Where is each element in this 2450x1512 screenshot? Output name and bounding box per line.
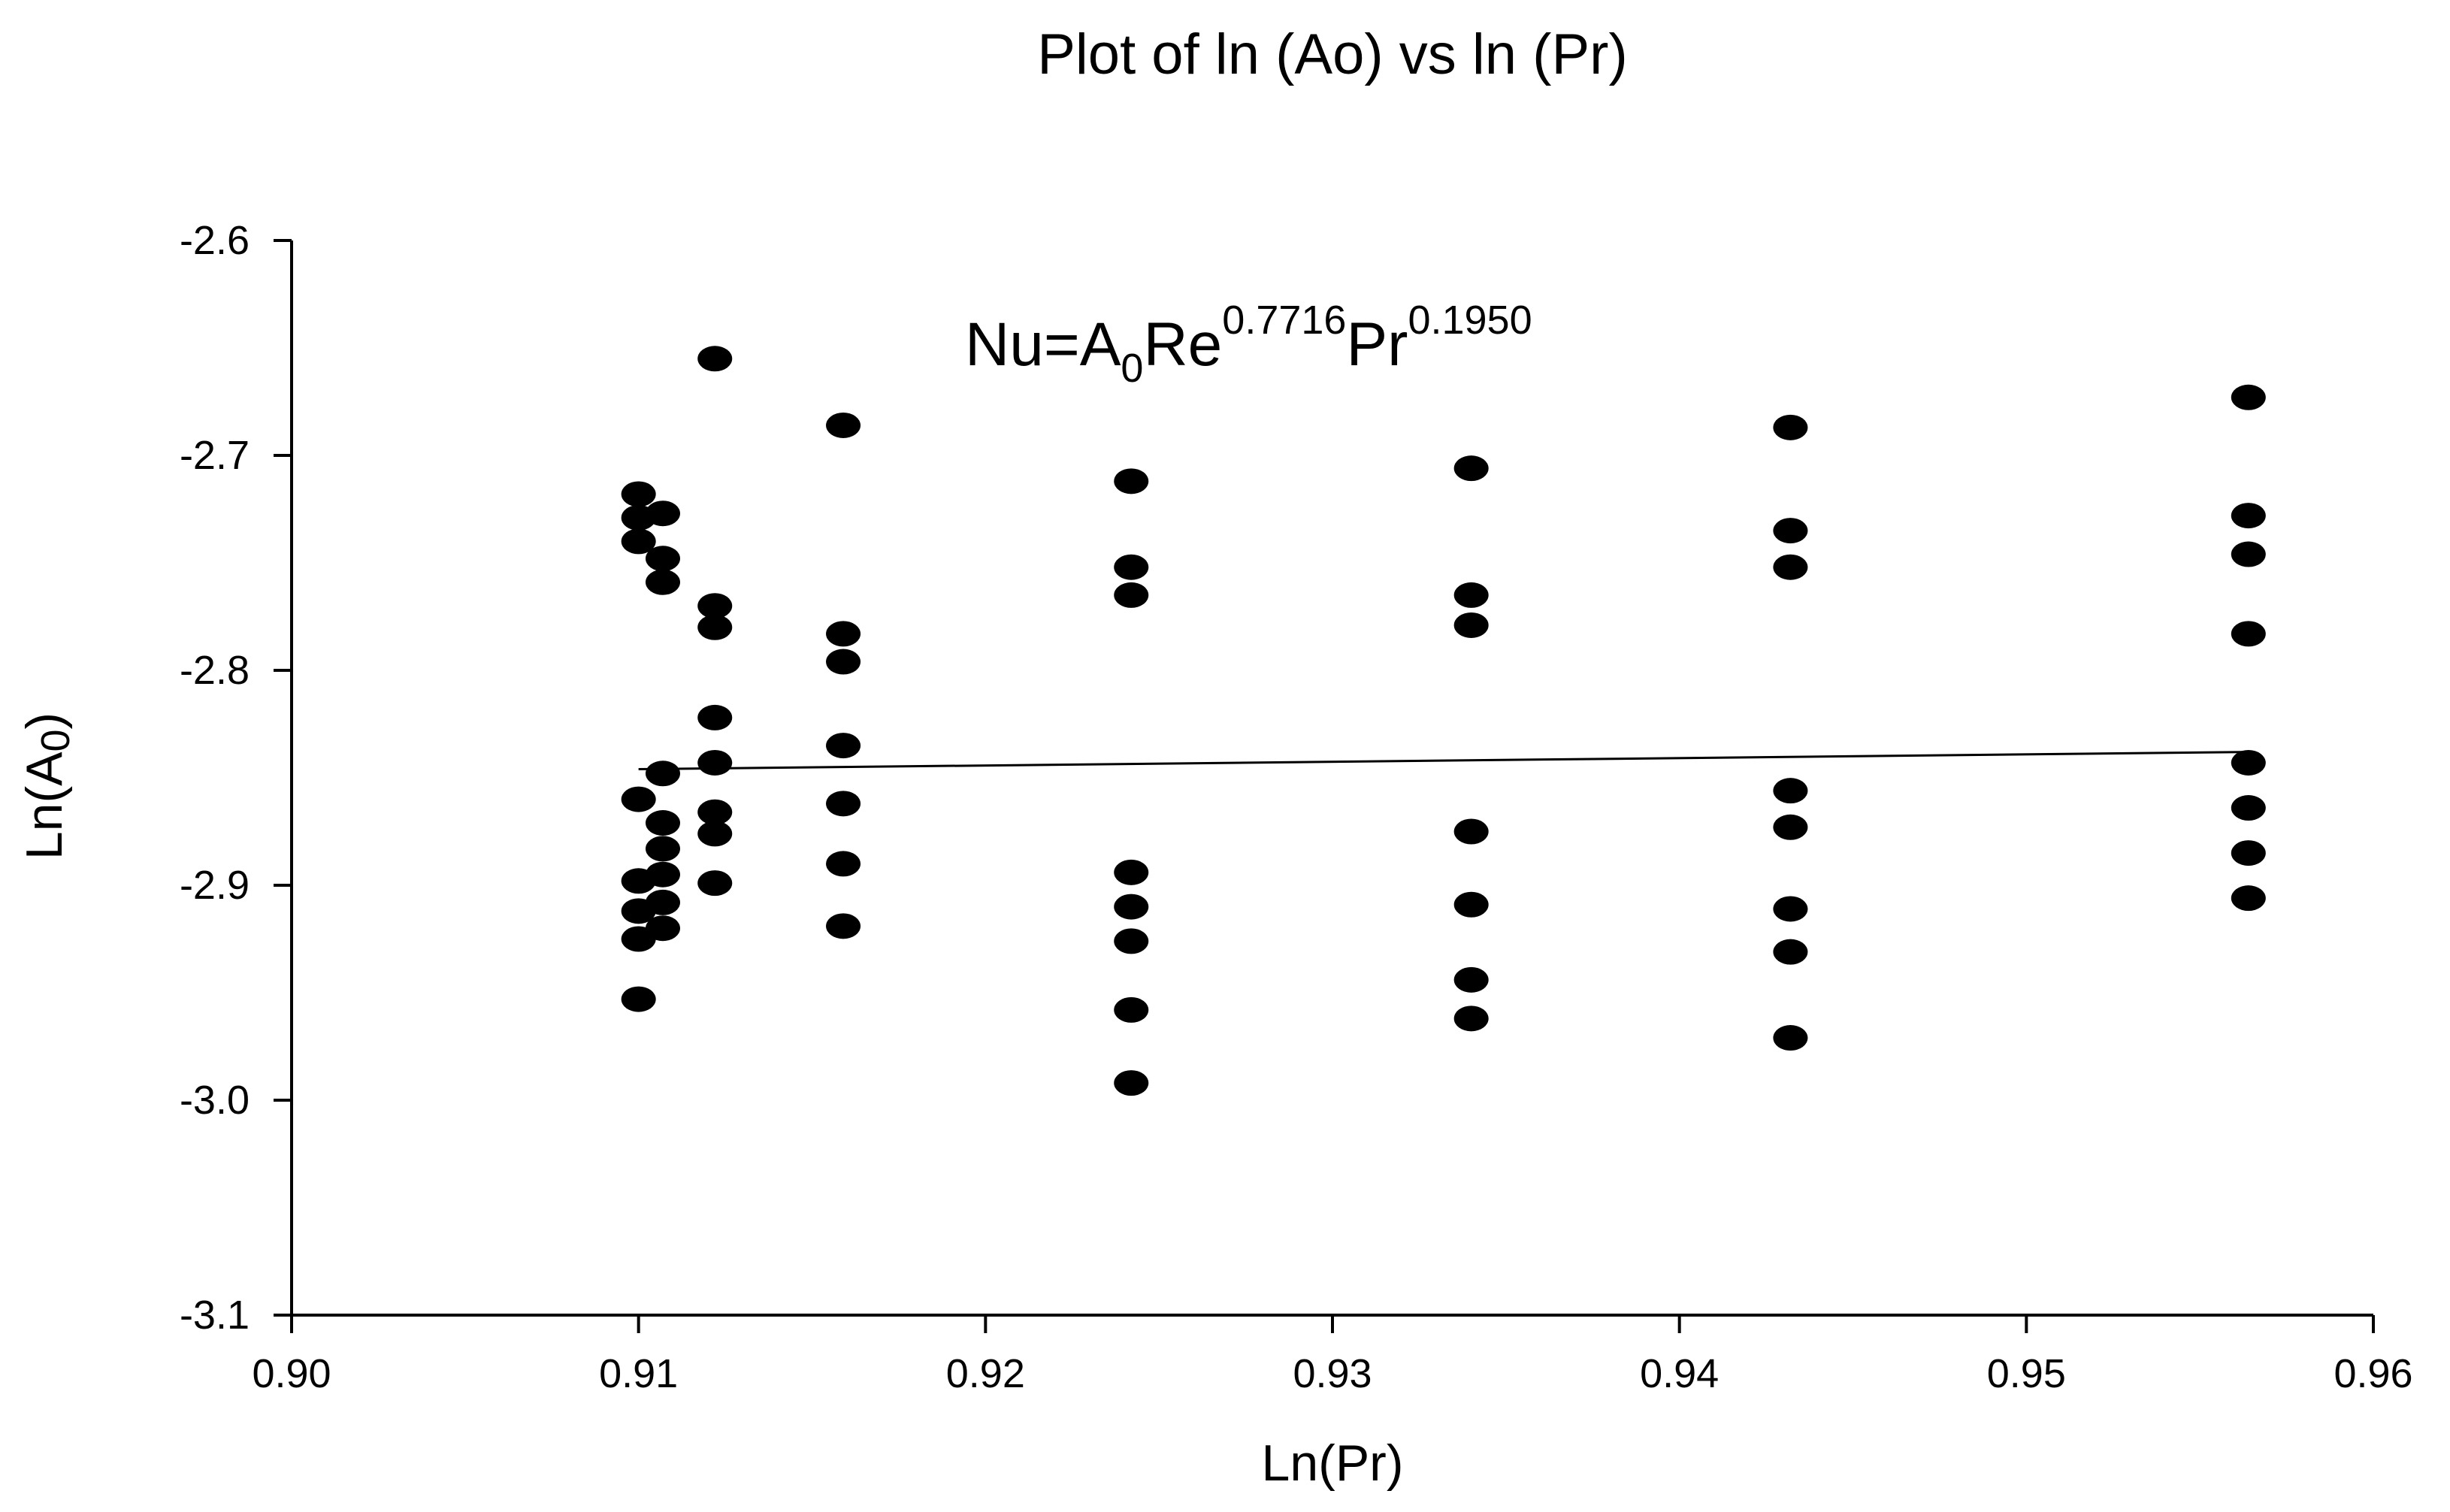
y-tick-label: -3.1 (180, 1293, 250, 1338)
data-point (697, 346, 733, 372)
data-point (826, 913, 861, 939)
data-point (2231, 795, 2266, 821)
data-point (645, 500, 680, 527)
data-point (697, 704, 733, 730)
data-point (1114, 928, 1149, 954)
fit-equation-a-subscript: 0 (1121, 346, 1143, 391)
data-point (1773, 896, 1808, 922)
data-point (826, 649, 861, 675)
fit-equation: Nu=A0Re0.7716Pr0.1950 (965, 298, 1532, 391)
data-point (1773, 814, 1808, 840)
data-point (697, 749, 733, 776)
data-point (1453, 612, 1489, 638)
data-point (1453, 966, 1489, 993)
x-tick-label: 0.94 (1640, 1351, 1719, 1396)
data-point (2231, 541, 2266, 567)
data-point (697, 614, 733, 640)
data-point (826, 851, 861, 877)
data-point (2231, 621, 2266, 647)
data-point (645, 861, 680, 888)
data-point (1114, 468, 1149, 494)
x-tick-label: 0.90 (252, 1351, 331, 1396)
data-point (645, 915, 680, 942)
data-point (1114, 1070, 1149, 1096)
chart-title: Plot of ln (Ao) vs ln (Pr) (1037, 23, 1628, 86)
fit-equation-re: Re (1143, 310, 1222, 379)
y-tick-label: -2.7 (180, 433, 250, 478)
data-point (1114, 859, 1149, 885)
y-axis-label: Ln(A0) (16, 712, 78, 860)
data-point (1773, 939, 1808, 965)
data-point (697, 870, 733, 897)
data-point (645, 889, 680, 915)
data-point (621, 528, 656, 555)
data-point (2231, 885, 2266, 912)
y-axis-label-close: ) (16, 712, 73, 730)
data-point (1114, 894, 1149, 920)
data-point (1773, 518, 1808, 544)
fit-equation-re-exponent: 0.7716 (1222, 298, 1346, 343)
data-point (621, 786, 656, 812)
y-tick-label: -2.8 (180, 648, 250, 693)
data-point (621, 986, 656, 1012)
data-point (697, 593, 733, 619)
fit-equation-pr: Pr (1346, 310, 1408, 379)
x-tick-label: 0.91 (599, 1351, 678, 1396)
data-point (645, 810, 680, 836)
data-point (2231, 749, 2266, 776)
data-point (1453, 582, 1489, 608)
fit-line (638, 751, 2249, 771)
data-point (1114, 996, 1149, 1023)
data-point (697, 799, 733, 825)
data-point (645, 569, 680, 595)
data-point (826, 621, 861, 647)
x-tick-label: 0.95 (1987, 1351, 2066, 1396)
y-axis-label-subscript: 0 (33, 729, 78, 751)
data-point (697, 821, 733, 847)
data-point (1453, 455, 1489, 482)
data-points (621, 346, 2266, 1096)
data-point (1773, 554, 1808, 580)
x-tick-label: 0.93 (1293, 1351, 1372, 1396)
data-point (1773, 778, 1808, 804)
data-point (645, 836, 680, 862)
data-point (1773, 1025, 1808, 1051)
data-point (621, 481, 656, 507)
axes: 0.90 0.91 0.92 0.93 0.94 0.95 0.96 -2.6 -2.7 -2.8… (180, 218, 2413, 1396)
x-tick-label: 0.92 (946, 1351, 1025, 1396)
data-point (1114, 582, 1149, 608)
data-point (1773, 414, 1808, 440)
fit-line-group (638, 751, 2249, 771)
data-point (1453, 1005, 1489, 1032)
x-tick-label: 0.96 (2334, 1351, 2412, 1396)
data-point (826, 791, 861, 817)
data-point (645, 761, 680, 787)
data-point (1114, 554, 1149, 580)
data-point (1453, 891, 1489, 918)
x-axis-label: Ln(Pr) (1262, 1435, 1404, 1492)
fit-equation-nu: Nu=A (965, 310, 1121, 379)
fit-equation-pr-exponent: 0.1950 (1408, 298, 1532, 343)
data-point (645, 546, 680, 572)
data-point (1453, 818, 1489, 845)
y-axis-label-main: Ln(A (16, 751, 73, 860)
y-tick-label: -3.0 (180, 1078, 250, 1123)
data-point (826, 412, 861, 438)
data-point (2231, 503, 2266, 529)
data-point (826, 733, 861, 759)
data-point (2231, 840, 2266, 866)
data-point (2231, 384, 2266, 410)
y-tick-label: -2.6 (180, 218, 250, 263)
y-tick-label: -2.9 (180, 863, 250, 908)
